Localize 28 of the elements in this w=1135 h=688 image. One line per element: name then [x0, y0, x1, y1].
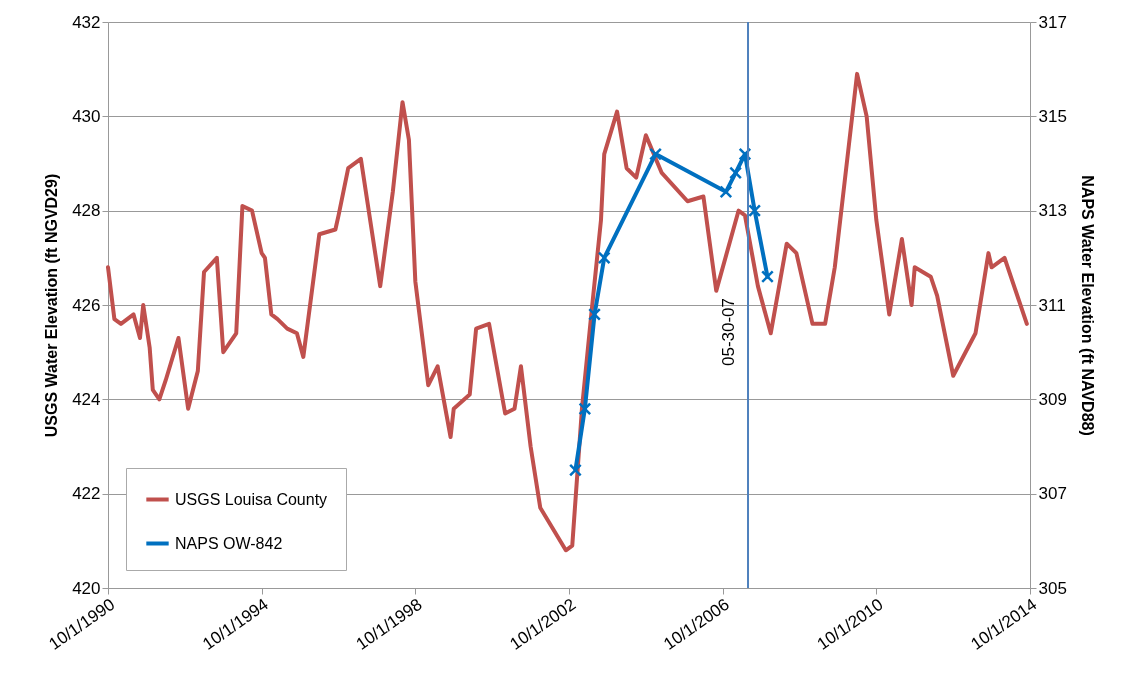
ref-line-label: 05-30-07 — [719, 297, 739, 367]
y-tick-label: 422 — [72, 484, 101, 504]
y-tick-label: 426 — [72, 295, 101, 315]
y2-tick-label: 317 — [1038, 12, 1067, 32]
point — [568, 463, 582, 477]
y2-tick-label: 311 — [1038, 295, 1066, 315]
y-tick-label: 420 — [72, 578, 101, 598]
point — [729, 166, 743, 180]
y2-axis-title: NAPS Water Elevation (ft NAVD88) — [1078, 175, 1096, 436]
legend-label: USGS Louisa County — [175, 490, 328, 508]
y2-tick-label: 305 — [1038, 578, 1067, 598]
y2-tick-label: 309 — [1038, 389, 1067, 409]
point — [760, 270, 774, 284]
y2-tick-label: 313 — [1038, 201, 1067, 221]
point — [597, 251, 611, 265]
y2-tick-label: 315 — [1038, 106, 1067, 126]
point — [649, 147, 663, 161]
y-tick-label: 430 — [72, 106, 101, 126]
y-tick-label: 432 — [72, 12, 101, 32]
y-tick-label: 424 — [72, 389, 101, 409]
legend-label: NAPS OW-842 — [175, 534, 283, 552]
point — [588, 307, 602, 321]
y2-tick-label: 307 — [1038, 484, 1067, 504]
point — [748, 204, 762, 218]
y-tick-label: 428 — [72, 201, 101, 221]
y-axis-title: USGS Water Elevation (ft NGVD29) — [43, 173, 61, 438]
point — [719, 185, 733, 199]
point — [578, 402, 592, 416]
